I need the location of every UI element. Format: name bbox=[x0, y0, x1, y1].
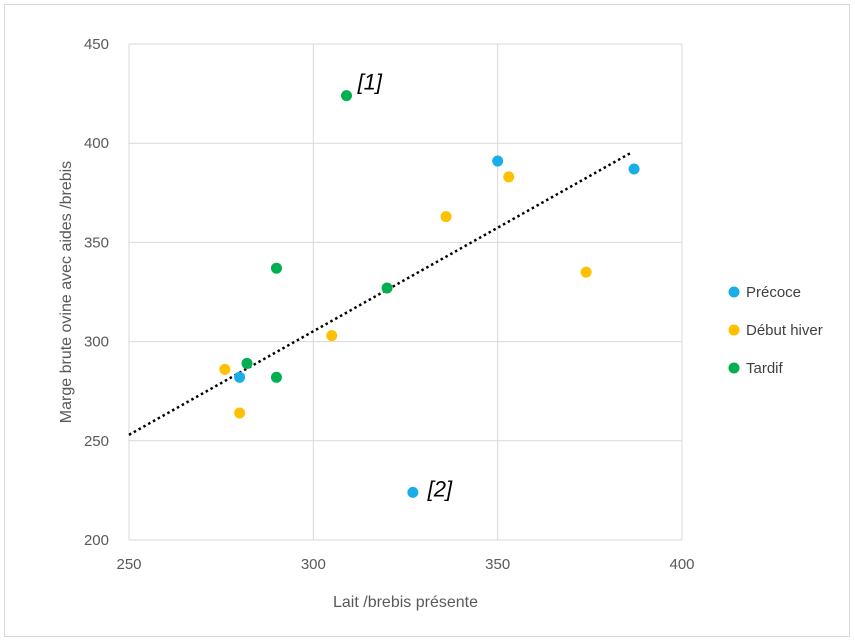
x-tick-label: 350 bbox=[485, 556, 510, 573]
y-tick-label: 400 bbox=[84, 135, 109, 152]
legend-label: Tardif bbox=[746, 360, 784, 377]
point-pr-coce-1 bbox=[492, 155, 504, 167]
x-tick-label: 300 bbox=[301, 556, 326, 573]
point-pr-coce-3 bbox=[407, 486, 419, 498]
annotations: [1] [2] bbox=[357, 70, 453, 502]
y-tick-label: 250 bbox=[84, 433, 109, 450]
x-tick-label: 400 bbox=[669, 556, 694, 573]
gridlines bbox=[128, 43, 683, 541]
annotation-label-1: [2] bbox=[427, 476, 453, 501]
y-tick-label: 300 bbox=[84, 334, 109, 351]
data-points bbox=[219, 90, 640, 498]
y-axis-title: Marge brute ovine avec aides /brebis bbox=[58, 161, 75, 423]
legend: Précoce Début hiver Tardif bbox=[728, 284, 823, 377]
legend-label: Précoce bbox=[746, 284, 801, 301]
point-tardif-4 bbox=[381, 282, 393, 294]
x-axis-title: Lait /brebis présente bbox=[333, 594, 478, 611]
point-tardif-0 bbox=[241, 357, 253, 369]
legend-label: Début hiver bbox=[746, 322, 823, 339]
legend-marker bbox=[728, 286, 740, 298]
y-tick-labels: 200 250 300 350 400 450 bbox=[84, 36, 109, 549]
legend-marker bbox=[728, 362, 740, 374]
point-tardif-2 bbox=[270, 262, 282, 274]
point-pr-coce-2 bbox=[628, 163, 640, 175]
point-d-but-hiver-1 bbox=[234, 407, 246, 419]
trendline-line bbox=[128, 152, 631, 436]
point-d-but-hiver-2 bbox=[326, 330, 338, 342]
x-tick-label: 250 bbox=[116, 556, 141, 573]
point-d-but-hiver-0 bbox=[219, 363, 231, 375]
point-tardif-3 bbox=[341, 90, 353, 102]
trendline bbox=[128, 152, 631, 436]
chart-frame bbox=[4, 4, 850, 637]
legend-marker bbox=[728, 324, 740, 336]
y-tick-label: 350 bbox=[84, 234, 109, 251]
point-d-but-hiver-5 bbox=[580, 266, 592, 278]
point-d-but-hiver-4 bbox=[503, 171, 515, 183]
x-tick-labels: 250 300 350 400 bbox=[116, 556, 694, 573]
point-pr-coce-0 bbox=[234, 371, 246, 383]
point-d-but-hiver-3 bbox=[440, 211, 452, 223]
annotation-label-0: [1] bbox=[357, 70, 383, 95]
point-tardif-1 bbox=[270, 371, 282, 383]
y-tick-label: 200 bbox=[84, 532, 109, 549]
y-tick-label: 450 bbox=[84, 36, 109, 53]
